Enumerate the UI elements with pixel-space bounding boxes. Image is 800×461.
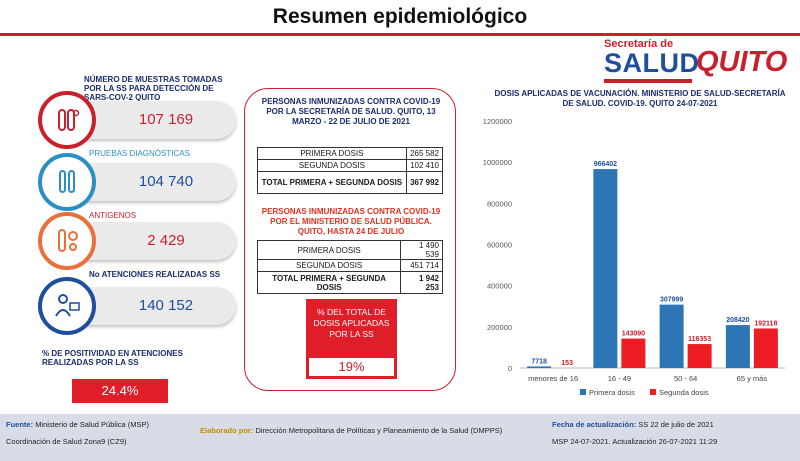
table-row: SEGUNDA DOSIS 451 714 [256,259,443,272]
y-tick-label: 1000000 [483,158,512,167]
bar-primera [593,169,618,368]
table-cell: TOTAL PRIMERA + SEGUNDA DOSIS [257,171,407,194]
chart-title: DOSIS APLICADAS DE VACUNACIÓN. MINISTERI… [494,89,786,108]
table-cell: PRIMERA DOSIS [256,240,402,260]
stat-value-pruebas: 104 740 [138,173,194,190]
footer-fecha-text: SS 22 de julio de 2021 [638,420,714,429]
logo: Secretaría de SALUD QUITO [604,38,790,86]
footer-fuente-text2: Coordinación de Salud Zona9 (CZ9) [6,437,127,446]
test-tubes-icon [42,157,92,207]
bar-primera [659,304,684,368]
positivity-label: % DE POSITIVIDAD EN ATENCIONES REALIZADA… [42,349,183,367]
header-bar [0,0,800,36]
stat-label-antigenos: ANTIGENOS [89,211,137,220]
bar-segunda [621,338,646,368]
x-tick-label: 65 y más [737,374,768,383]
footer-fecha: Fecha de actualización: SS 22 de julio d… [552,420,714,429]
stat-value-muestras: 107 169 [138,111,194,128]
logo-main-text: SALUD [604,48,700,78]
data-label: 143090 [622,331,645,338]
section1-title: PERSONAS INMUNIZADAS CONTRA COVID-19 POR… [261,97,441,126]
x-tick-label: 16 - 49 [608,374,631,383]
immunization-panel [244,88,456,391]
percent-box: % DEL TOTAL DE DOSIS APLICADAS POR LA SS… [306,299,397,379]
table-row: TOTAL PRIMERA + SEGUNDA DOSIS 1 942 253 [256,271,443,294]
section2-title: PERSONAS INMUNIZADAS CONTRA COVID-19 POR… [261,207,441,236]
table-cell: 451 714 [400,259,443,272]
stat-label-atenciones: No ATENCIONES REALIZADAS SS [89,270,221,279]
legend-label: Primera dosis [589,388,635,397]
data-label: 153 [561,360,573,367]
legend-swatch [580,389,586,395]
stat-value-atenciones: 140 152 [138,297,194,314]
footer: Fuente: Ministerio de Salud Pública (MSP… [0,414,800,461]
test-tube-gear-icon [42,216,92,266]
percent-value: 19% [338,359,365,374]
bar-segunda [753,328,778,368]
footer-fecha-label: Fecha de actualización: [552,420,637,429]
table-cell: 102 410 [405,159,444,172]
table-cell: 1 490 539 [400,240,443,260]
table-cell: 367 992 [405,171,444,194]
stat-ring-pruebas [38,153,96,211]
footer-elaborado: Elaborado por: Dirección Metropolitana d… [200,426,502,435]
page-title: Resumen epidemiológico [272,5,528,28]
y-tick-label: 1200000 [483,117,512,126]
test-tubes-icon [42,95,92,145]
logo-top-text: Secretaría de [604,38,674,50]
percent-label: % DEL TOTAL DE DOSIS APLICADAS POR LA SS [313,307,390,339]
bar-primera [725,325,750,368]
table-row: PRIMERA DOSIS 1 490 539 [256,240,443,260]
positivity-value: 24.4% [101,383,139,398]
table-cell: PRIMERA DOSIS [257,147,407,160]
stat-ring-antigenos [38,212,96,270]
table-ss: PRIMERA DOSIS 265 582 SEGUNDA DOSIS 102 41… [257,147,444,194]
x-tick-label: 50 - 64 [674,374,697,383]
footer-elaborado-text: Dirección Metropolitana de Políticas y P… [255,426,503,435]
table-cell: TOTAL PRIMERA + SEGUNDA DOSIS [256,271,402,294]
logo-brand-text: QUITO [696,46,788,78]
stat-label-pruebas: PRUEBAS DIAGNÓSTICAS [89,149,190,158]
y-tick-label: 0 [508,364,512,373]
percent-value-box: 19% [309,358,394,376]
footer-fuente: Fuente: Ministerio de Salud Pública (MSP… [6,420,149,429]
table-cell: SEGUNDA DOSIS [256,259,402,272]
footer-fecha-text2: MSP 24-07-2021. Actualización 26-07-2021… [552,437,718,446]
data-label: 307999 [660,297,683,304]
footer-fuente-text: Ministerio de Salud Pública (MSP) [35,420,149,429]
table-cell: 265 582 [405,147,444,160]
legend-label: Segunda dosis [659,388,709,397]
legend-swatch [650,389,656,395]
table-cell: SEGUNDA DOSIS [257,159,407,172]
data-label: 116353 [688,336,711,343]
stat-ring-atenciones [38,277,96,335]
doctor-computer-icon [42,281,92,331]
bar-segunda [687,344,712,368]
stat-value-antigenos: 2 429 [147,232,185,249]
vaccination-chart: 0 200000 400000 600000 800000 1000000 1200000 7… [483,117,785,397]
table-msp: PRIMERA DOSIS 1 490 539 SEGUNDA DOSIS 451 … [256,240,443,294]
data-label: 7718 [531,358,547,365]
y-tick-label: 200000 [487,323,512,332]
footer-fuente-label: Fuente: [6,420,34,429]
footer-elaborado-label: Elaborado por: [200,426,254,435]
data-label: 966402 [594,161,617,168]
positivity-box: 24.4% [72,379,168,403]
stat-ring-muestras [38,91,96,149]
table-row: PRIMERA DOSIS 265 582 [257,147,444,160]
logo-underline [604,79,692,83]
data-label: 208420 [726,317,749,324]
table-row: SEGUNDA DOSIS 102 410 [257,159,444,172]
y-tick-label: 600000 [487,241,512,250]
data-label: 192118 [754,320,777,327]
stat-label-muestras: NÚMERO DE MUESTRAS TOMADAS POR LA SS PAR… [84,75,223,102]
y-tick-label: 400000 [487,282,512,291]
table-cell: 1 942 253 [400,271,443,294]
x-tick-label: menores de 16 [528,374,578,383]
bar-primera [527,366,552,368]
y-tick-label: 800000 [487,199,512,208]
table-row: TOTAL PRIMERA + SEGUNDA DOSIS 367 992 [257,171,444,194]
